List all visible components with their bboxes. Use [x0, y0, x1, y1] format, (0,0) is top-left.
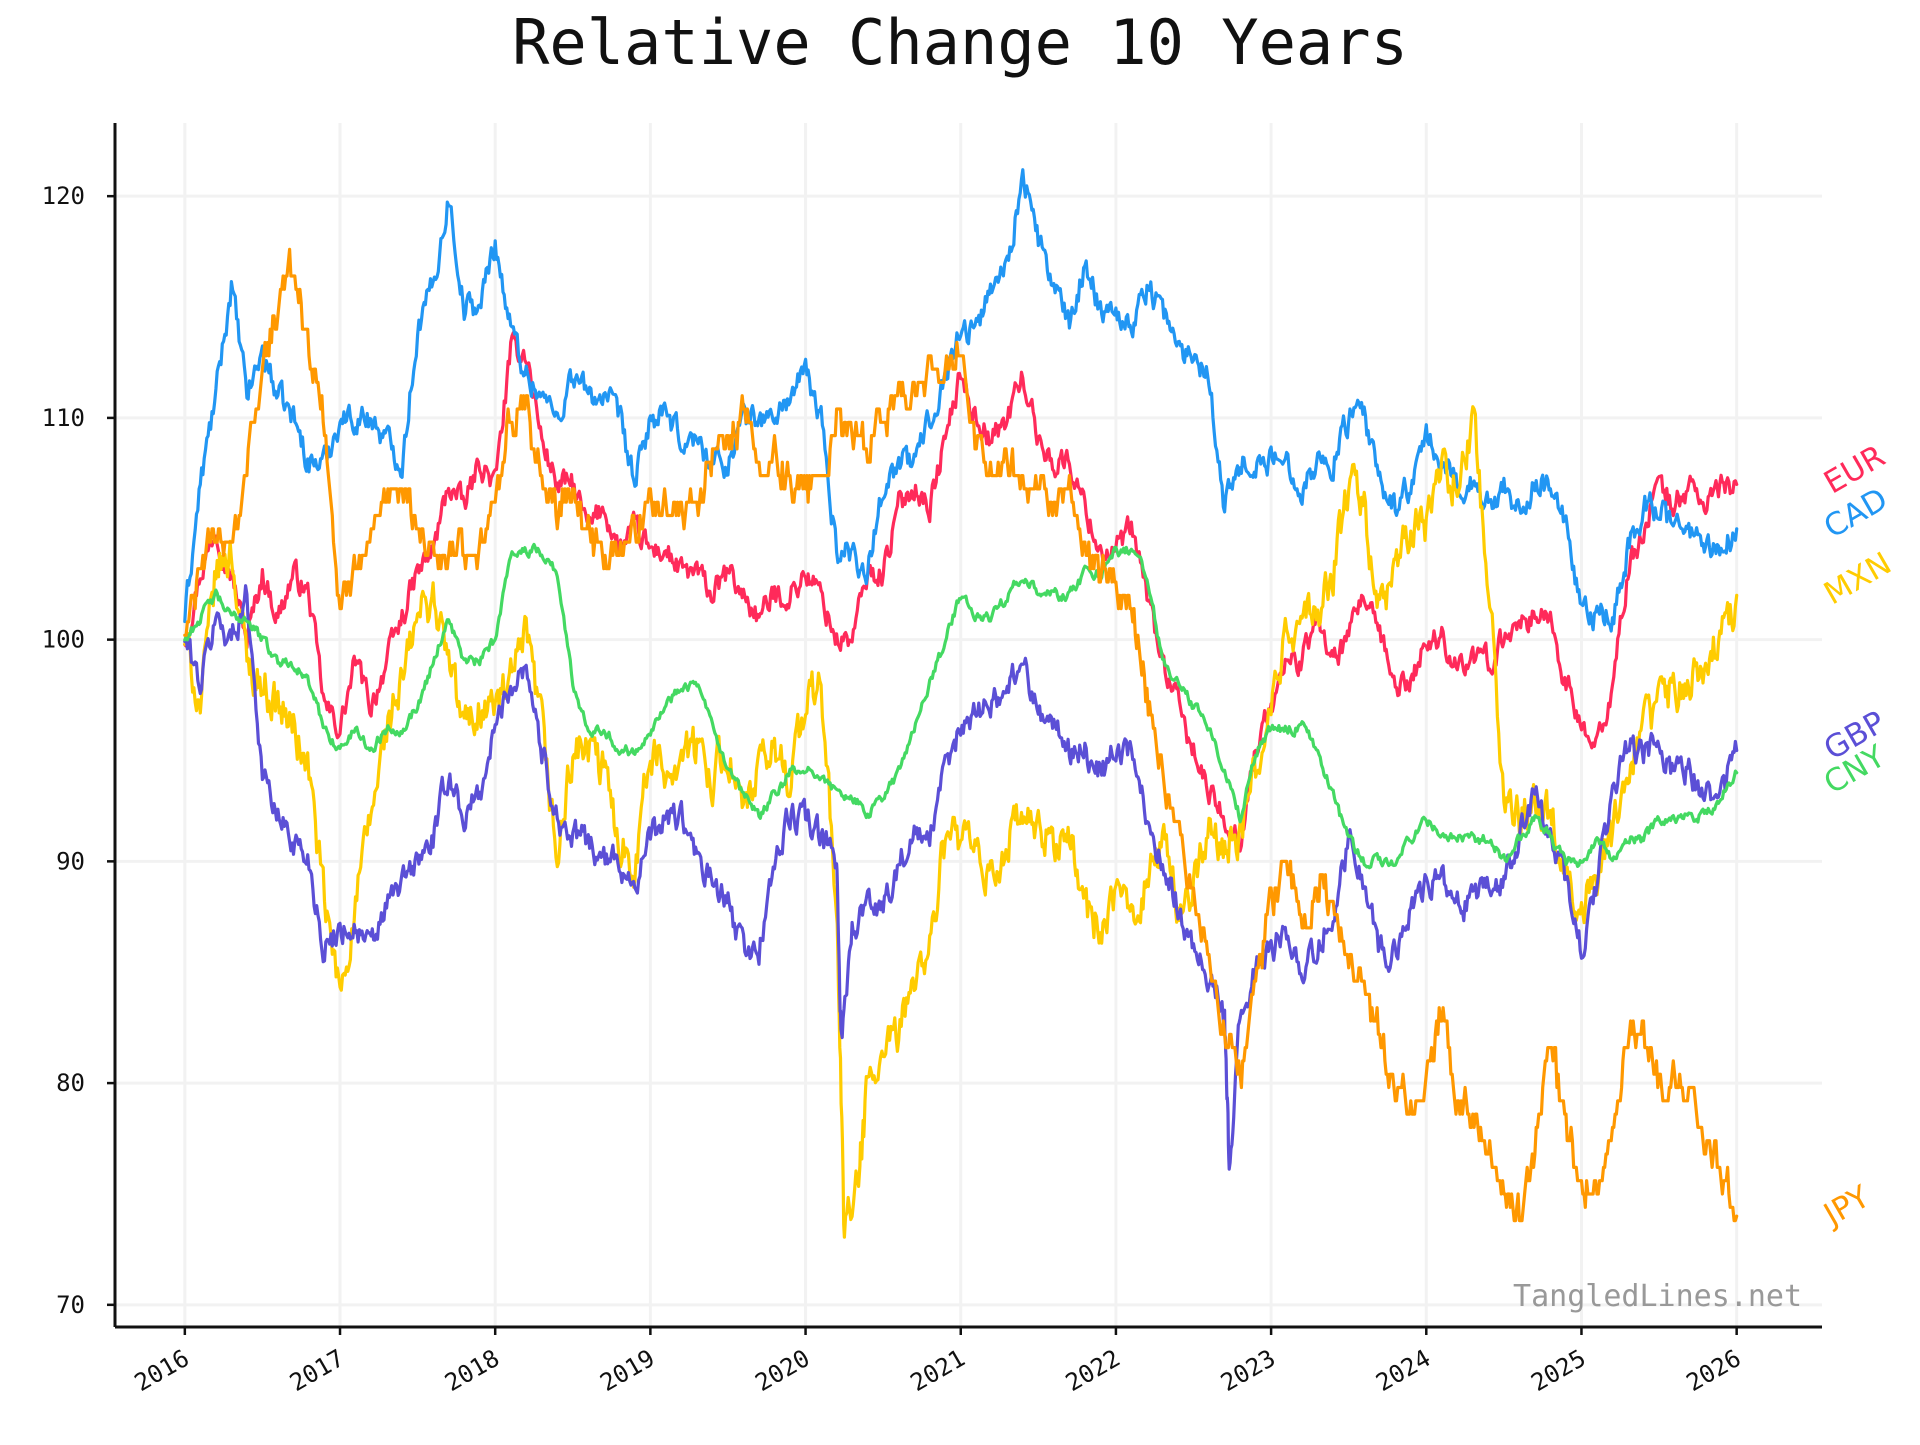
- x-tick-label: 2019: [595, 1344, 659, 1397]
- series-line-cny: [183, 542, 1739, 870]
- y-tick-label: 100: [42, 626, 85, 654]
- y-tick-label: 120: [42, 182, 85, 210]
- y-tick-label: 70: [56, 1291, 85, 1319]
- x-tick-label: 2024: [1371, 1344, 1435, 1397]
- series-line-mxn: [183, 405, 1739, 1239]
- x-tick-label: 2023: [1216, 1344, 1280, 1397]
- series-lines: [183, 168, 1739, 1239]
- watermark-text: TangledLines.net: [1513, 1279, 1802, 1314]
- axis-ticks: 70 80 90 100 110 120 2016 2017 2018 2019 2020 2021 2…: [42, 182, 1746, 1397]
- x-tick-label: 2016: [130, 1344, 194, 1397]
- y-tick-label: 110: [42, 404, 85, 432]
- x-tick-label: 2025: [1526, 1344, 1590, 1397]
- x-tick-label: 2020: [751, 1344, 815, 1397]
- series-line-eur: [183, 331, 1739, 853]
- x-tick-label: 2018: [440, 1344, 504, 1397]
- x-tick-label: 2026: [1682, 1344, 1746, 1397]
- series-line-gbp: [183, 584, 1739, 1171]
- series-line-jpy: [183, 247, 1739, 1223]
- y-tick-label: 90: [56, 847, 85, 875]
- x-tick-label: 2021: [906, 1344, 970, 1397]
- series-label-jpy: JPY: [1816, 1179, 1876, 1234]
- series-label-mxn: MXN: [1818, 545, 1898, 612]
- y-tick-label: 80: [56, 1069, 85, 1097]
- axes: [113, 123, 1822, 1329]
- chart-title: Relative Change 10 Years: [512, 6, 1408, 79]
- x-tick-label: 2017: [285, 1344, 349, 1397]
- x-tick-label: 2022: [1061, 1344, 1125, 1397]
- series-line-cad: [183, 168, 1739, 633]
